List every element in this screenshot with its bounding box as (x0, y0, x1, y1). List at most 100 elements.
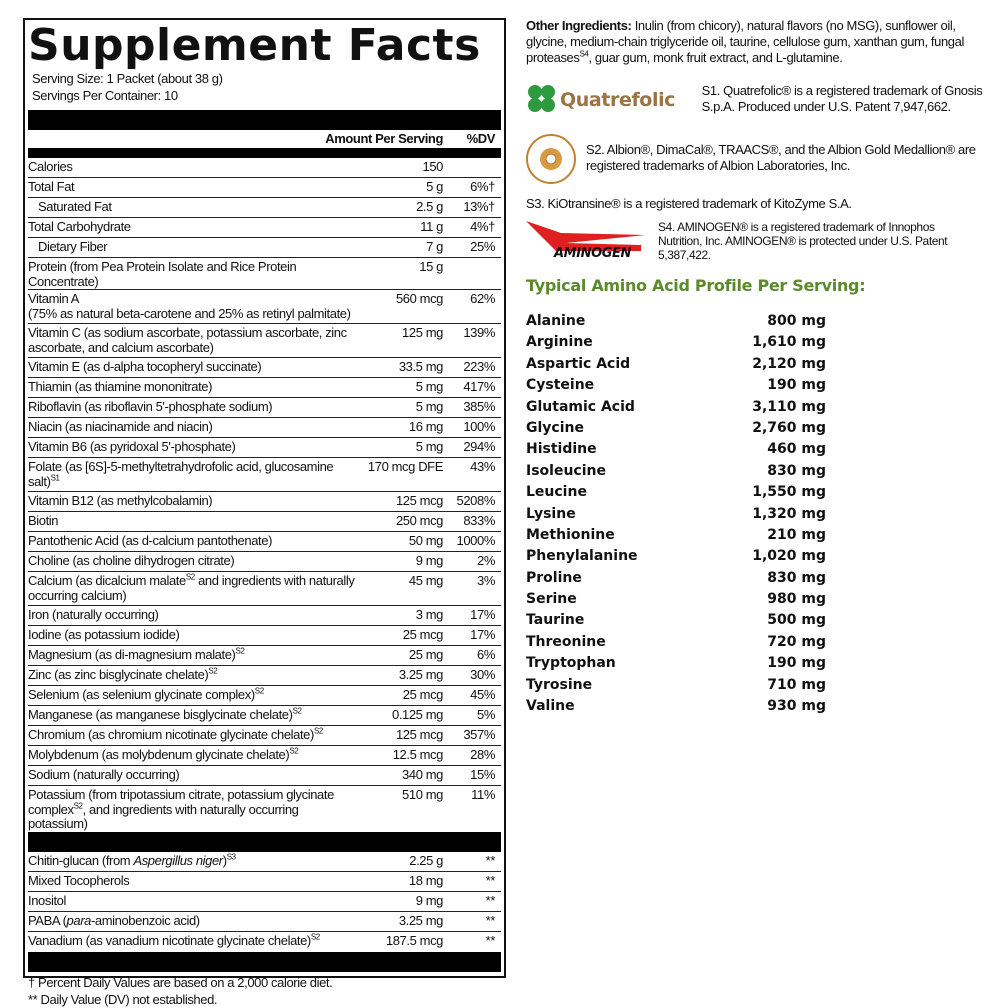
amino-value: 1,550 mg (752, 484, 826, 501)
nutrient-row: Choline (as choline dihydrogen citrate) 9… (28, 552, 501, 572)
nutrient-amount: 18 mg (408, 872, 444, 888)
nutrient-amount: 560 mcg (395, 291, 443, 306)
nutrient-dv: 28% (470, 747, 495, 762)
nutrient-dv: 25% (470, 239, 495, 254)
nutrient-dv: ** (485, 912, 496, 928)
nutrient-amount: 25 mcg (402, 627, 444, 642)
amino-row: Tryptophan 190 mg (526, 653, 826, 674)
nutrient-row: Calcium (as dicalcium malateS2 and ingre… (28, 572, 501, 606)
nutrient-name: Saturated Fat (38, 199, 112, 214)
amino-name: Alanine (526, 313, 586, 329)
amino-name: Threonine (526, 633, 606, 650)
nutrient-dv: 1000% (456, 533, 496, 548)
amino-row: Lysine 1,320 mg (526, 504, 826, 525)
divider-bar (28, 148, 501, 158)
superscript: S2 (292, 706, 302, 716)
nutrient-dv (443, 160, 501, 177)
amino-value: 210 mg (767, 526, 826, 543)
nutrient-row: Potassium (from tripotassium citrate, po… (28, 786, 501, 832)
divider-bar (28, 110, 501, 130)
amino-row: Histidine 460 mg (526, 439, 826, 460)
nutrient-dv: 385% (463, 399, 495, 414)
other-ingredients-text: Inulin (from chicory), natural flavors (… (526, 18, 964, 65)
nutrient-name: Riboflavin (as riboflavin 5'-phosphate s… (28, 399, 273, 414)
nutrient-amount: 5 mg (415, 439, 444, 454)
amino-value: 720 mg (767, 633, 826, 650)
nutrient-name: Folate (as [6S]-5-methyltetrahydrofolic … (28, 459, 334, 489)
s1-text: S1. Quatrefolic® is a registered tradema… (701, 83, 983, 114)
nutrient-name: Thiamin (as thiamine mononitrate) (28, 379, 213, 394)
footnote-not-established: ** Daily Value (DV) not established. (28, 991, 218, 1007)
nutrient-row: Total Carbohydrate 11 g 4%† (28, 218, 501, 238)
amino-acid-list: Alanine 800 mg Arginine 1,610 mg Aspartic Ac… (526, 311, 826, 717)
nutrient-row: Selenium (as selenium glycinate complex)… (28, 686, 501, 706)
nutrient-dv: 62% (470, 291, 495, 306)
nutrient-name: Calcium (as dicalcium malateS2 and ingre… (28, 572, 355, 603)
nutrient-dv: 3% (477, 573, 495, 588)
nutrient-amount: 170 mcg DFE (367, 459, 443, 474)
amino-value: 800 mg (767, 313, 826, 329)
amino-value: 460 mg (767, 441, 826, 458)
nutrient-name: Vitamin A (75% as natural beta-carotene a… (28, 291, 351, 321)
nutrient-amount: 0.125 mg (391, 707, 443, 722)
s2-text: S2. Albion®, DimaCal®, TRAACS®, and the … (586, 142, 976, 173)
nutrient-row: Folate (as [6S]-5-methyltetrahydrofolic … (28, 458, 501, 492)
nutrient-amount: 187.5 mcg (385, 932, 444, 948)
amino-value: 830 mg (767, 569, 826, 586)
nutrient-dv: 17% (470, 607, 495, 622)
trademark-s4: AMINOGEN S4. AMINOGEN® is a registered t… (526, 220, 986, 262)
divider-bar (28, 831, 501, 852)
nutrient-dv: 417% (463, 379, 495, 394)
servings-per-container: Servings Per Container: 10 (32, 88, 178, 103)
amino-row: Alanine 800 mg (526, 311, 826, 332)
nutrient-row: Vitamin C (as sodium ascorbate, potassiu… (28, 324, 501, 358)
trademark-s2: S2. Albion®, DimaCal®, TRAACS®, and the … (526, 132, 986, 184)
nutrient-name: Choline (as choline dihydrogen citrate) (28, 553, 235, 568)
amino-name: Methionine (526, 526, 615, 543)
nutrient-row: Chitin-glucan (from Aspergillus niger)S3… (28, 852, 501, 872)
amino-acid-title: Typical Amino Acid Profile Per Serving: (526, 276, 866, 295)
superscript: S2 (313, 726, 323, 736)
nutrient-dv: 17% (470, 627, 495, 642)
quatrefolic-logo: Quatrefolic (528, 85, 675, 112)
nutrient-amount: 5 g (426, 179, 443, 194)
amino-name: Glycine (526, 419, 584, 436)
nutrient-amount: 2.25 g (409, 852, 443, 868)
amino-row: Leucine 1,550 mg (526, 482, 826, 503)
svg-text:Quatrefolic: Quatrefolic (560, 89, 675, 111)
nutrient-amount: 150 (422, 159, 444, 174)
amino-value: 710 mg (767, 676, 826, 693)
amino-row: Methionine 210 mg (526, 525, 826, 546)
supplement-facts-panel: Supplement Facts Serving Size: 1 Packet … (23, 18, 506, 1007)
nutrient-row: Molybdenum (as molybdenum glycinate chel… (28, 746, 501, 766)
amino-value: 3,110 mg (752, 398, 826, 415)
other-ingredients-label: Other Ingredients: (526, 18, 632, 33)
amino-value: 1,020 mg (752, 548, 826, 565)
amino-row: Valine 930 mg (526, 696, 826, 717)
nutrient-name: Zinc (as zinc bisglycinate chelate)S2 (28, 666, 218, 682)
nutrient-row: Sodium (naturally occurring) 340 mg 15% (28, 766, 501, 786)
nutrient-amount: 12.5 mcg (392, 747, 444, 762)
amino-row: Proline 830 mg (526, 568, 826, 589)
nutrient-row: Vitamin B12 (as methylcobalamin) 125 mcg 5… (28, 492, 501, 512)
nutrient-row: Total Fat 5 g 6%† (28, 178, 501, 198)
amino-row: Glutamic Acid 3,110 mg (526, 397, 826, 418)
superscript: S2 (289, 746, 299, 756)
amino-value: 1,610 mg (752, 334, 826, 351)
nutrient-name: Iron (naturally occurring) (28, 607, 159, 622)
nutrient-amount: 3 mg (415, 607, 444, 622)
nutrient-row: PABA (para-aminobenzoic acid) 3.25 mg ** (28, 912, 501, 932)
nutrient-dv: 30% (470, 667, 495, 682)
nutrient-amount: 45 mg (408, 573, 444, 588)
nutrient-dv: 139% (463, 325, 495, 340)
amino-value: 830 mg (767, 462, 826, 479)
nutrient-name: Vitamin E (as d-alpha tocopheryl succina… (28, 359, 262, 374)
nutrient-dv: 5% (477, 707, 495, 722)
superscript: S2 (310, 932, 320, 942)
amino-value: 500 mg (767, 612, 826, 629)
nutrient-dv: 6%† (470, 179, 495, 194)
superscript: S2 (185, 572, 195, 582)
nutrient-amount: 9 mg (415, 553, 444, 568)
nutrient-dv: 13%† (463, 199, 495, 214)
s3-text: S3. KiOtransine® is a registered tradema… (526, 196, 852, 211)
